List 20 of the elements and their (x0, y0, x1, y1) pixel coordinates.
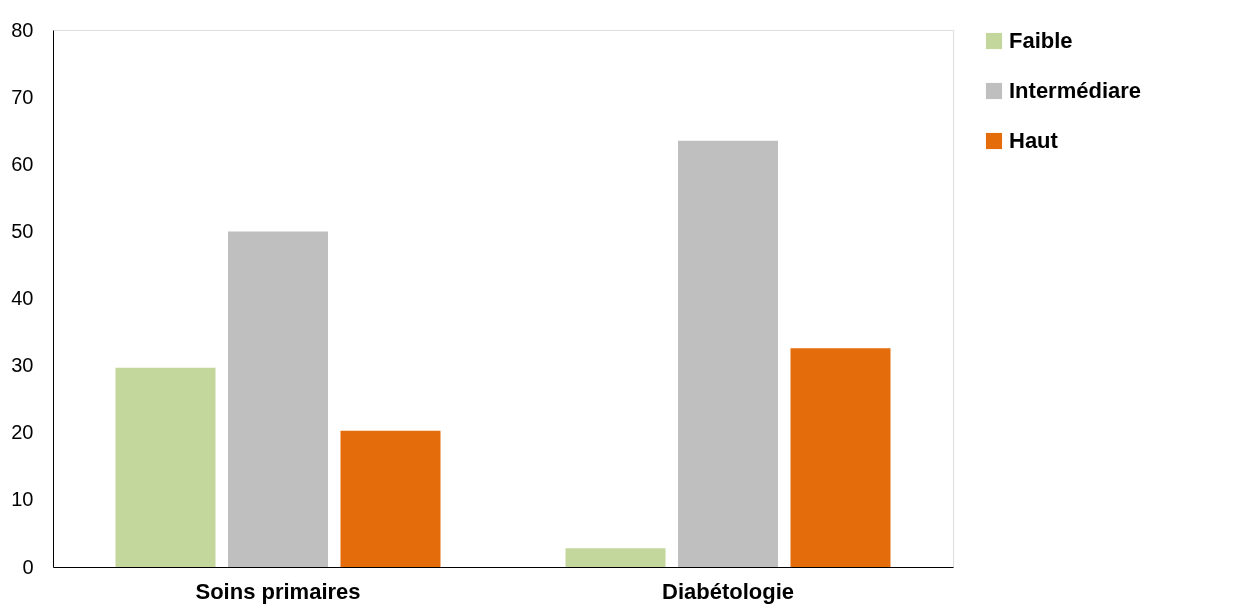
y-tick-label: 10 (11, 488, 34, 511)
x-tick-label: Soins primaires (195, 578, 361, 604)
y-tick-label: 20 (11, 421, 34, 444)
y-tick-label: 50 (11, 219, 34, 242)
bar (678, 140, 778, 567)
bar (340, 430, 441, 567)
x-tick-label: Diabétologie (661, 578, 795, 604)
bar (115, 367, 216, 567)
legend-label: Intermédiare (1009, 78, 1142, 103)
bar (565, 548, 666, 567)
legend-label: Haut (1009, 128, 1059, 153)
y-tick-label: 0 (22, 555, 34, 578)
y-tick-label: 40 (11, 287, 34, 309)
y-tick-label: 60 (11, 152, 34, 175)
bar (228, 231, 328, 567)
y-tick-label: 80 (11, 18, 34, 41)
y-tick-label: 70 (11, 85, 34, 108)
legend-label: Faible (1009, 28, 1073, 53)
bar (790, 348, 891, 567)
y-tick-label: 30 (11, 354, 34, 377)
